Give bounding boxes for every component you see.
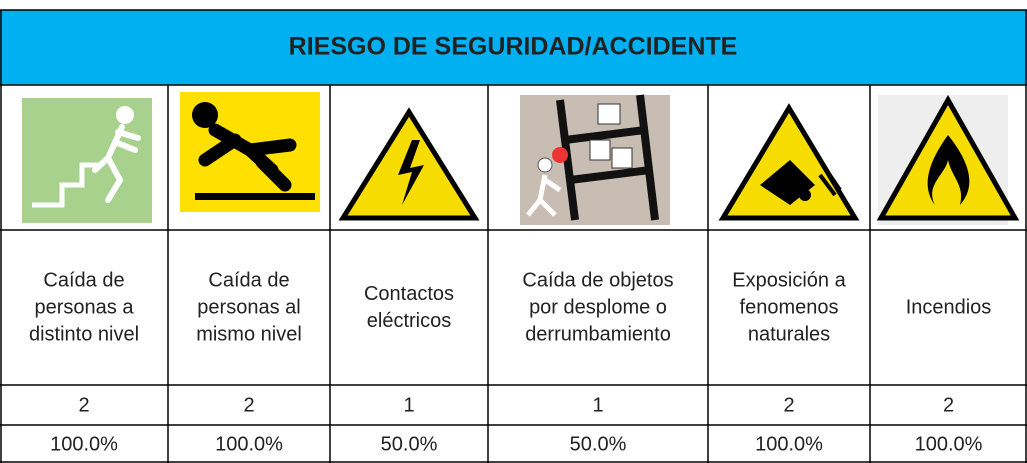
header-title: RIESGO DE SEGURIDAD/ACCIDENTE: [289, 33, 738, 61]
grid: [0, 9, 1027, 463]
risk-count: 2: [243, 394, 254, 416]
risk-label: por desplome o: [529, 296, 667, 318]
icon-fire: [876, 94, 1020, 225]
risk-label: derrumbamiento: [525, 323, 671, 345]
risk-count: 2: [783, 394, 794, 416]
icon-natural: [718, 103, 860, 221]
risk-percent: 50.0%: [381, 433, 438, 455]
risk-count: 2: [78, 394, 89, 416]
risk-label: personas al: [197, 296, 300, 318]
risk-label: naturales: [748, 323, 830, 345]
risk-label: Incendios: [906, 296, 992, 318]
risk-percent: 100.0%: [50, 433, 118, 455]
icon-fall-same: [180, 92, 320, 212]
risk-count: 1: [403, 394, 414, 416]
risk-label: Contactos: [364, 283, 454, 305]
risk-label: fenomenos: [740, 296, 839, 318]
risk-label: Caída de: [43, 269, 124, 291]
header-band: [0, 10, 1027, 85]
risk-label: Caída de: [208, 269, 289, 291]
risk-percent: 100.0%: [755, 433, 823, 455]
risk-count: 1: [592, 394, 603, 416]
icon-electric: [338, 107, 480, 221]
risk-label: mismo nivel: [196, 323, 302, 345]
icon-fall-level: [22, 98, 152, 223]
risk-percent: 100.0%: [215, 433, 283, 455]
risk-label: Caída de objetos: [522, 269, 673, 291]
risk-count: 2: [943, 394, 954, 416]
risk-label: eléctricos: [367, 310, 451, 332]
risk-percent: 100.0%: [915, 433, 983, 455]
risk-label: personas a: [35, 296, 135, 318]
risk-percent: 50.0%: [570, 433, 627, 455]
risk-label: distinto nivel: [29, 323, 139, 345]
icon-collapse: [520, 94, 670, 225]
risk-label: Exposición a: [732, 269, 846, 291]
